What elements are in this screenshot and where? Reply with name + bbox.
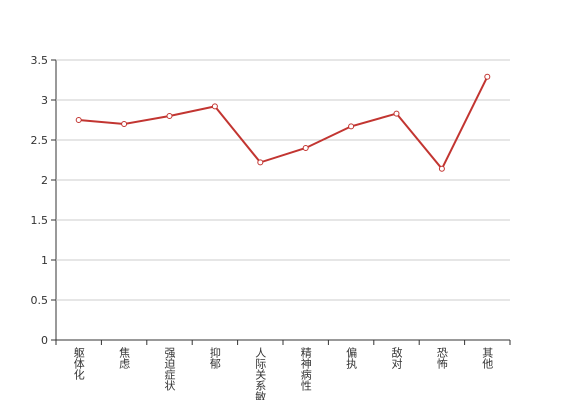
point: [121, 121, 128, 127]
x-tick-label: 躯体化: [72, 347, 85, 381]
y-tick-label: 2.5: [31, 134, 49, 147]
x-tick-label: 抑郁: [208, 346, 221, 369]
y-tick-label: 3.5: [31, 54, 49, 67]
point: [75, 117, 82, 123]
x-tick-label: 偏执: [345, 346, 358, 370]
x-tick-label: 恐怖: [435, 347, 448, 369]
x-tick-label: 人际关系敏感: [254, 347, 267, 400]
x-tick-label: 敌对: [390, 346, 403, 369]
x-tick-label: 精神病性: [299, 347, 312, 392]
line: [78, 76, 489, 171]
y-tick-label: 1.5: [31, 214, 49, 227]
point: [211, 103, 218, 110]
y-tick-label: 0: [41, 334, 48, 347]
x-tick-label: 其他: [481, 347, 494, 369]
x-tick-label: 焦虑: [118, 347, 131, 369]
point: [484, 73, 491, 80]
x-tick-label: 强迫症状: [163, 347, 176, 391]
point: [348, 123, 355, 130]
y-tick-label: 1: [41, 254, 48, 267]
point: [438, 165, 445, 172]
y-tick-label: 2: [41, 174, 48, 187]
point: [393, 110, 400, 117]
point: [302, 145, 309, 151]
point: [166, 113, 173, 119]
y-tick-label: 0.5: [31, 294, 49, 307]
y-tick-label: 3: [41, 94, 48, 107]
point: [257, 159, 264, 166]
